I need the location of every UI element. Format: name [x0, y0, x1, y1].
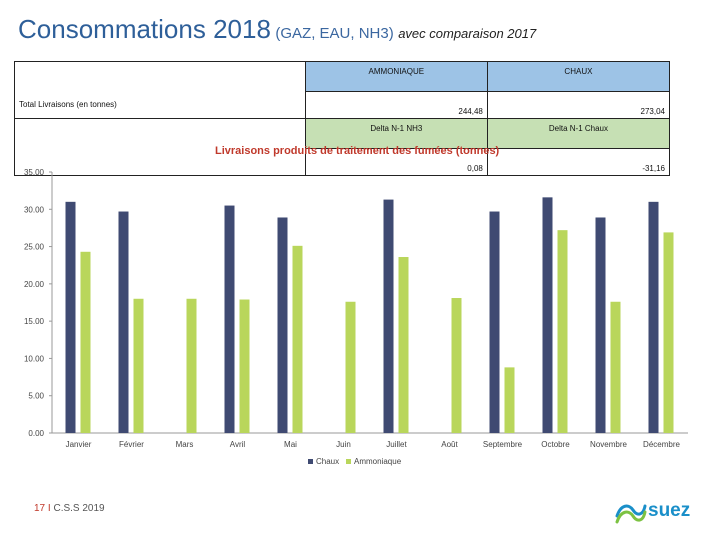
ammoniaque-header: AMMONIAQUE	[304, 61, 488, 92]
bar-chaux	[277, 217, 288, 433]
page-number: 17	[34, 503, 46, 514]
y-tick-label: 30.00	[24, 205, 45, 214]
y-tick-label: 35.00	[24, 168, 45, 177]
x-tick-label: Février	[119, 440, 144, 449]
bar-ammoniaque	[133, 298, 144, 433]
bar-chaux	[118, 211, 129, 433]
y-tick-label: 25.00	[24, 243, 45, 252]
legend-label-ammoniaque: Ammoniaque	[354, 457, 402, 466]
summary-spacer-2	[14, 148, 306, 176]
bar-ammoniaque	[610, 301, 621, 433]
suez-logo-icon	[615, 504, 647, 524]
bar-ammoniaque	[292, 245, 303, 433]
y-tick-label: 5.00	[28, 392, 44, 401]
title-sub: (GAZ, EAU, NH3)	[275, 25, 394, 42]
legend-swatch-ammoniaque	[346, 459, 351, 464]
x-tick-label: Avril	[230, 440, 246, 449]
legend-label-chaux: Chaux	[316, 457, 339, 466]
x-tick-label: Janvier	[66, 440, 92, 449]
x-tick-label: Août	[441, 440, 458, 449]
total-chaux-value: 273,04	[486, 91, 671, 119]
y-tick-label: 10.00	[24, 354, 45, 363]
x-tick-label: Décembre	[643, 440, 680, 449]
delta-nh3-value: 0,08	[304, 148, 488, 176]
bar-chaux	[383, 199, 394, 433]
summary-spacer	[14, 118, 306, 149]
bar-ammoniaque	[239, 299, 250, 433]
x-tick-label: Septembre	[483, 440, 523, 449]
y-tick-label: 20.00	[24, 280, 45, 289]
bar-ammoniaque	[451, 298, 462, 433]
bar-ammoniaque	[80, 251, 91, 433]
x-tick-label: Juin	[336, 440, 351, 449]
y-tick-label: 15.00	[24, 317, 45, 326]
x-tick-label: Novembre	[590, 440, 627, 449]
title-compare: avec comparaison 2017	[398, 26, 537, 41]
bar-chaux	[489, 211, 500, 433]
bar-ammoniaque	[663, 232, 674, 433]
chart-title: Livraisons produits de traitement des fu…	[215, 145, 500, 157]
page-title: Consommations 2018 (GAZ, EAU, NH3) avec …	[18, 14, 536, 45]
bar-ammoniaque	[557, 230, 568, 433]
footer-label: C.S.S 2019	[53, 503, 105, 514]
legend-swatch-chaux	[308, 459, 313, 464]
bar-chaux	[224, 205, 235, 433]
footer: 17 I C.S.S 2019	[34, 503, 105, 514]
x-tick-label: Octobre	[541, 440, 570, 449]
x-tick-label: Juillet	[386, 440, 407, 449]
bar-chaux	[65, 201, 76, 433]
bar-ammoniaque	[398, 257, 409, 433]
delta-nh3-header: Delta N-1 NH3	[304, 118, 488, 149]
delta-chaux-header: Delta N-1 Chaux	[486, 118, 671, 149]
delta-chaux-value: -31,16	[486, 148, 671, 176]
summary-corner	[14, 61, 306, 92]
title-main: Consommations 2018	[18, 14, 271, 44]
bar-ammoniaque	[504, 367, 515, 433]
bar-chaux	[648, 201, 659, 433]
bar-chaux	[595, 217, 606, 433]
footer-separator: I	[47, 503, 51, 514]
summary-table: AMMONIAQUE CHAUX Total Livraisons (en to…	[14, 61, 671, 176]
logo-text: suez	[648, 500, 691, 521]
bar-ammoniaque	[345, 301, 356, 433]
bar-chaux	[542, 197, 553, 433]
x-tick-label: Mai	[284, 440, 297, 449]
x-tick-label: Mars	[176, 440, 194, 449]
bar-ammoniaque	[186, 298, 197, 433]
y-tick-label: 0.00	[28, 429, 44, 438]
